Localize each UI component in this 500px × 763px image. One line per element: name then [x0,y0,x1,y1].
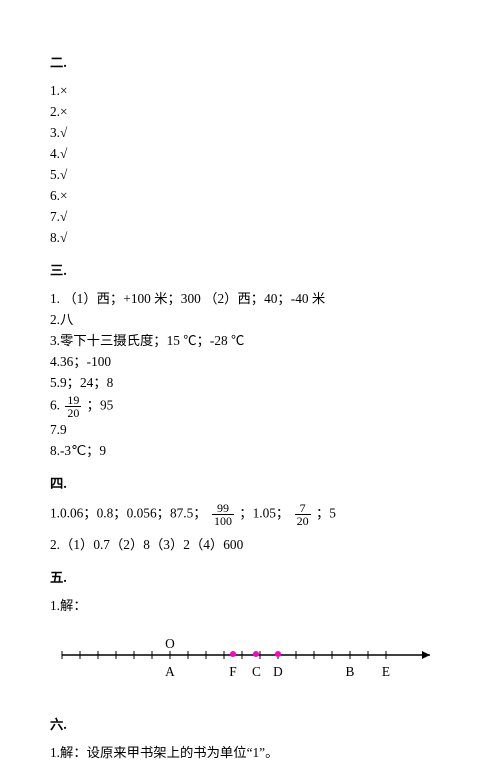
page: 二. 1.× 2.× 3.√ 4.√ 5.√ 6.× 7.√ 8.√ 三. 1.… [0,0,500,708]
s2-item-num: 3. [50,125,60,140]
s3-line6: 6. 19 20 ；95 [50,394,450,419]
s3-line2: 2.八 [50,310,450,330]
s2-item-val: √ [60,209,67,224]
numline-label-below: A [165,664,175,680]
s2-item-val: × [60,83,68,98]
s2-item-num: 7. [50,209,60,224]
s2-item-num: 5. [50,167,60,182]
frac-num: 19 [65,394,81,407]
fraction: 99 100 [212,502,234,527]
s2-item-num: 2. [50,104,60,119]
s2-item-val: × [60,104,68,119]
s3-line5: 5.9；24；8 [50,373,450,393]
numline-marker-dot [275,651,281,657]
s3-line3: 3.零下十三摄氏度；15 ℃；-28 ℃ [50,331,450,351]
s2-item: 3.√ [50,123,450,143]
s4-line1-a: 1.0.06；0.8；0.056；87.5； [50,505,210,520]
s2-item: 2.× [50,102,450,122]
s2-item: 4.√ [50,144,450,164]
s2-item: 8.√ [50,228,450,248]
s4-line1: 1.0.06；0.8；0.056；87.5； 99 100 ；1.05； 7 2… [50,502,450,527]
s6-line1: 1.解：设原来甲书架上的书为单位“1”。 [50,743,450,763]
numline-marker-label: C [252,664,261,680]
frac-num: 99 [212,502,234,515]
frac-den: 20 [65,407,81,419]
s2-item-val: √ [60,125,67,140]
s2-item-val: √ [60,146,67,161]
s3-line1: 1. （1）西；+100 米；300 （2）西；40；-40 米 [50,289,450,309]
frac-den: 20 [295,515,311,527]
s2-item-val: √ [60,167,67,182]
fraction: 7 20 [295,502,311,527]
s2-item-num: 8. [50,230,60,245]
frac-den: 100 [212,515,234,527]
numline-marker-dot [230,651,236,657]
numline-marker-label: D [273,664,283,680]
section-6-title: 六. [50,714,450,733]
number-line: OA B E FCD [60,634,440,694]
number-line-wrap: OA B E FCD [60,634,450,694]
numline-marker-dot [253,651,259,657]
numline-label-below: E [382,664,390,680]
section-5-title: 五. [50,567,450,586]
fraction: 19 20 [65,394,81,419]
s5-line1: 1.解： [50,596,450,616]
s2-item: 1.× [50,81,450,101]
s4-line2: 2.（1）0.7（2）8（3）2（4）600 [50,535,450,555]
numline-label-above: O [165,636,175,652]
numline-label-below: B [346,664,355,680]
section-4-title: 四. [50,473,450,492]
s2-item-num: 1. [50,83,60,98]
numline-marker-label: F [229,664,236,680]
s3-line8: 8.-3℃；9 [50,441,450,461]
s3-line4: 4.36；-100 [50,352,450,372]
s3-line6-prefix: 6. [50,397,63,412]
frac-num: 7 [295,502,311,515]
s2-item-num: 4. [50,146,60,161]
s3-line6-suffix: ；95 [87,397,114,412]
s3-line7: 7.9 [50,420,450,440]
s2-item: 7.√ [50,207,450,227]
s2-item-num: 6. [50,188,60,203]
s2-item-val: × [60,188,68,203]
s2-item: 5.√ [50,165,450,185]
s4-line1-b: ；1.05； [239,505,292,520]
s2-item: 6.× [50,186,450,206]
section-3-title: 三. [50,260,450,279]
s2-item-val: √ [60,230,67,245]
s4-line1-c: ；5 [316,505,336,520]
section-2-title: 二. [50,52,450,71]
